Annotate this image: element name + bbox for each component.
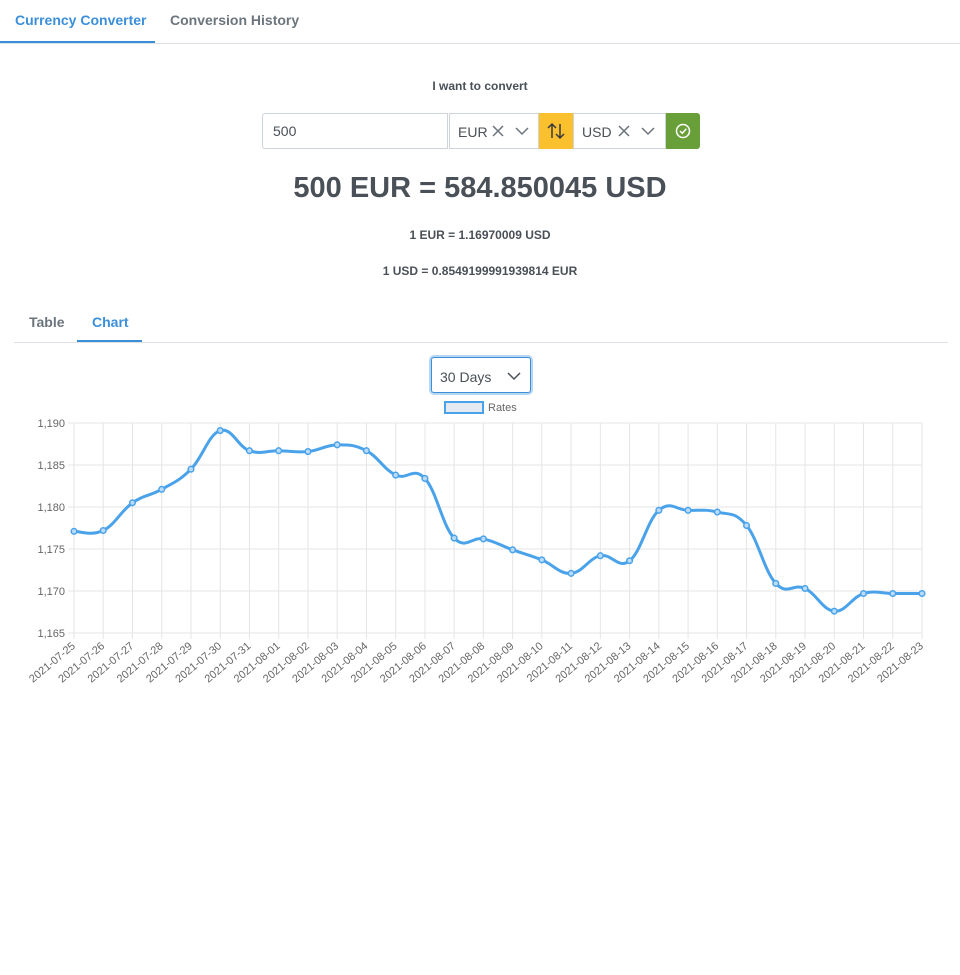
data-point[interactable] — [743, 521, 751, 530]
data-point[interactable] — [509, 546, 517, 554]
data-point[interactable] — [772, 579, 780, 587]
y-tick-label: 1,175 — [37, 544, 65, 556]
data-point[interactable] — [392, 471, 400, 479]
amount-input[interactable] — [262, 113, 448, 149]
data-point[interactable] — [626, 557, 634, 565]
data-point[interactable] — [333, 441, 341, 449]
data-point[interactable] — [99, 526, 107, 535]
y-tick-label: 1,190 — [37, 418, 65, 430]
data-point[interactable] — [421, 474, 429, 482]
tab-currency-converter[interactable]: Currency Converter — [15, 12, 147, 28]
rate-from-to: 1 EUR = 1.16970009 USD — [409, 228, 551, 242]
data-point[interactable] — [304, 448, 312, 456]
period-value: 30 Days — [440, 369, 492, 385]
tab-chart[interactable]: Chart — [92, 314, 129, 330]
chevron-down-icon — [507, 372, 521, 381]
y-tick-label: 1,185 — [37, 460, 65, 472]
swap-icon — [547, 122, 565, 140]
from-currency-value: EUR — [458, 124, 488, 140]
data-point[interactable] — [245, 447, 253, 455]
conversion-result: 500 EUR = 584.850045 USD — [293, 172, 667, 204]
y-tick-label: 1,180 — [37, 502, 65, 514]
legend-label: Rates — [488, 402, 517, 414]
data-point[interactable] — [538, 556, 546, 564]
active-tab-indicator — [0, 41, 155, 43]
y-tick-label: 1,170 — [37, 586, 65, 598]
data-point[interactable] — [275, 447, 283, 455]
data-point[interactable] — [918, 589, 926, 598]
data-point[interactable] — [596, 552, 604, 560]
rate-to-from: 1 USD = 0.8549199991939814 EUR — [382, 264, 578, 278]
data-point[interactable] — [70, 527, 78, 535]
data-point[interactable] — [889, 589, 897, 598]
check-circle-icon — [675, 123, 691, 139]
tab-table[interactable]: Table — [29, 314, 65, 330]
convert-button[interactable] — [666, 113, 700, 149]
form-title: I want to convert — [432, 79, 528, 93]
data-point[interactable] — [713, 508, 721, 516]
data-point[interactable] — [362, 447, 370, 455]
from-currency-select[interactable]: EUR — [449, 113, 539, 149]
data-point[interactable] — [158, 485, 166, 493]
data-point[interactable] — [859, 589, 868, 598]
data-point[interactable] — [830, 607, 838, 615]
to-currency-value: USD — [582, 124, 612, 140]
clear-from-icon[interactable] — [490, 122, 506, 140]
rates-series-line — [73, 428, 922, 613]
to-currency-select[interactable]: USD — [573, 113, 666, 149]
data-point[interactable] — [567, 569, 575, 577]
data-point[interactable] — [128, 499, 137, 507]
view-tab-bar: Table Chart — [14, 300, 948, 343]
chevron-down-icon[interactable] — [514, 123, 530, 139]
data-point[interactable] — [684, 506, 692, 514]
chart-legend[interactable]: Rates — [444, 401, 517, 414]
swap-currencies-button[interactable] — [539, 113, 573, 149]
data-point[interactable] — [216, 427, 224, 435]
y-tick-label: 1,165 — [37, 628, 65, 640]
active-view-indicator — [77, 340, 142, 342]
data-point[interactable] — [450, 534, 458, 542]
top-tab-bar: Currency Converter Conversion History — [0, 0, 960, 44]
data-point[interactable] — [655, 506, 663, 514]
clear-to-icon[interactable] — [616, 122, 632, 140]
legend-swatch — [444, 401, 484, 414]
chevron-down-icon[interactable] — [640, 123, 656, 139]
tab-conversion-history[interactable]: Conversion History — [170, 12, 300, 28]
data-point[interactable] — [479, 535, 487, 543]
data-point[interactable] — [187, 465, 195, 473]
data-point[interactable] — [801, 584, 809, 593]
period-select[interactable]: 30 Days — [431, 357, 531, 393]
